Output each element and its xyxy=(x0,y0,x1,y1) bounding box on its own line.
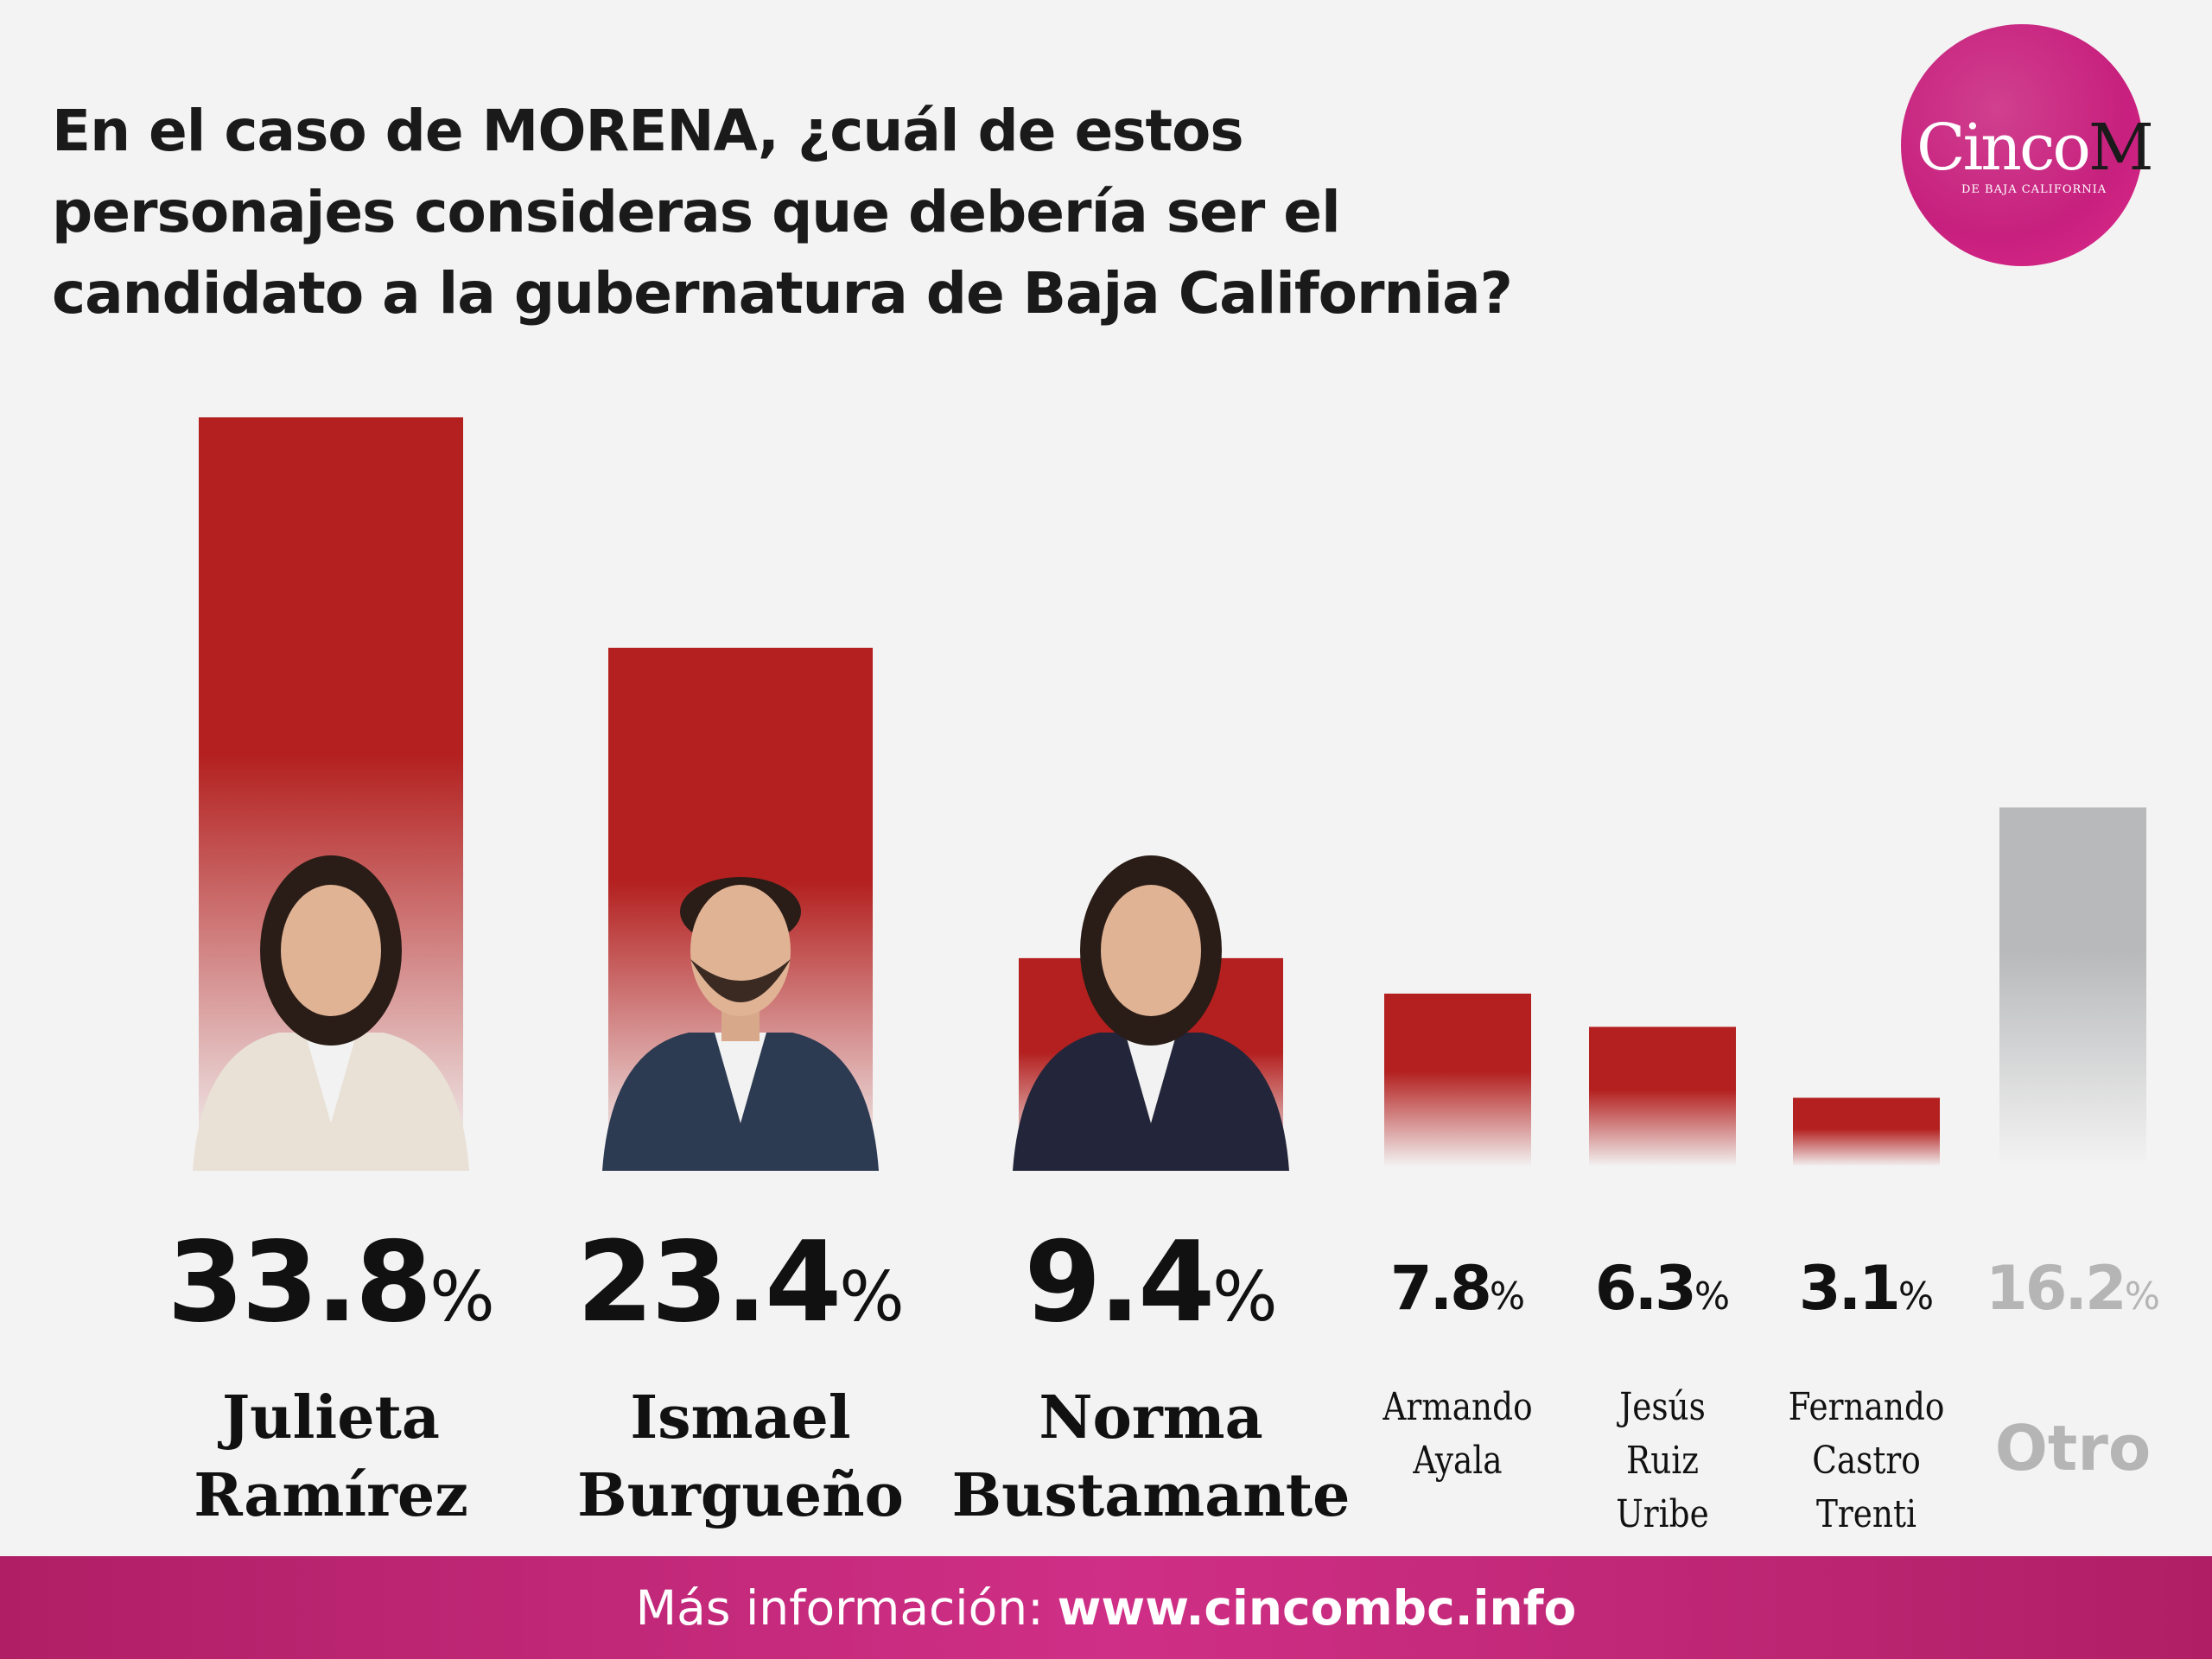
value-number: 7.8 xyxy=(1389,1253,1492,1324)
percent-unit: % xyxy=(1694,1275,1731,1319)
value-label: 3.1% xyxy=(1741,1253,1992,1324)
bar-6 xyxy=(1999,807,2146,1166)
bars-layer xyxy=(193,417,2146,1171)
value-number: 6.3 xyxy=(1594,1253,1697,1324)
logo-subtitle: DE BAJA CALIFORNIA xyxy=(1961,183,2107,196)
category-label: Otro xyxy=(1994,1412,2152,1484)
candidate-photo xyxy=(1013,855,1289,1171)
category-label: Julieta Ramírez xyxy=(194,1383,468,1530)
value-number: 23.4 xyxy=(576,1218,842,1347)
category-label: Ismael Burgueño xyxy=(577,1383,904,1530)
value-label: 16.2% xyxy=(1948,1253,2198,1324)
cincom-logo: CincoM DE BAJA CALIFORNIA xyxy=(1901,24,2154,266)
value-label: 9.4% xyxy=(967,1218,1335,1347)
value-number: 3.1 xyxy=(1798,1253,1901,1324)
value-number: 16.2 xyxy=(1986,1253,2127,1324)
percent-unit: % xyxy=(1489,1275,1526,1319)
value-number: 33.8 xyxy=(167,1218,432,1347)
value-label: 33.8% xyxy=(147,1218,515,1347)
value-number: 9.4 xyxy=(1024,1218,1215,1347)
bar-4 xyxy=(1589,1027,1736,1166)
category-label: Fernando Castro Trenti xyxy=(1788,1385,1945,1536)
percent-unit: % xyxy=(1897,1275,1935,1319)
category-label: Armando Ayala xyxy=(1382,1385,1533,1483)
footer-banner: Más información: www.cincombc.info xyxy=(0,1556,2212,1659)
category-label: Jesús Ruiz Uribe xyxy=(1616,1385,1709,1536)
percent-unit: % xyxy=(2124,1275,2160,1319)
bar-chart: 33.8% Julieta Ramírez 23.4% Ismael Burgueño… xyxy=(147,417,2198,1536)
percent-unit: % xyxy=(839,1256,905,1337)
percent-unit: % xyxy=(429,1256,495,1337)
footer-url[interactable]: www.cincombc.info xyxy=(1057,1580,1577,1636)
candidate-photo xyxy=(193,855,469,1171)
value-label: 23.4% xyxy=(556,1218,925,1347)
category-label: Norma Bustamante xyxy=(951,1383,1351,1530)
value-label: 7.8% xyxy=(1332,1253,1583,1324)
value-label: 6.3% xyxy=(1537,1253,1788,1324)
bar-5 xyxy=(1793,1097,1940,1166)
candidate-photo xyxy=(602,877,879,1171)
percent-unit: % xyxy=(1212,1256,1278,1337)
question-title: En el caso de MORENA, ¿cuál de estos per… xyxy=(52,98,1513,327)
footer-label: Más información: xyxy=(635,1580,1044,1636)
logo-word: CincoM xyxy=(1916,111,2154,185)
bar-3 xyxy=(1384,993,1531,1166)
